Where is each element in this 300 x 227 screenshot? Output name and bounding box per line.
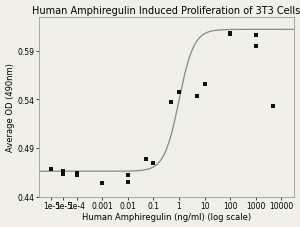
Point	[169, 101, 174, 105]
Point	[74, 173, 79, 177]
Point	[253, 45, 258, 49]
Y-axis label: Average OD (490nm): Average OD (490nm)	[6, 63, 15, 151]
Point	[100, 181, 105, 185]
Point	[228, 32, 232, 36]
Title: Human Amphiregulin Induced Proliferation of 3T3 Cells: Human Amphiregulin Induced Proliferation…	[32, 5, 300, 15]
Point	[202, 83, 207, 86]
Point	[125, 180, 130, 184]
Point	[177, 90, 182, 94]
X-axis label: Human Amphiregulin (ng/ml) (log scale): Human Amphiregulin (ng/ml) (log scale)	[82, 212, 251, 222]
Point	[61, 170, 66, 173]
Point	[253, 34, 258, 38]
Point	[143, 157, 148, 161]
Point	[125, 173, 130, 177]
Point	[151, 162, 156, 165]
Point	[228, 33, 232, 37]
Point	[271, 105, 276, 109]
Point	[194, 95, 199, 99]
Point	[61, 173, 66, 176]
Point	[74, 172, 79, 175]
Point	[49, 168, 54, 171]
